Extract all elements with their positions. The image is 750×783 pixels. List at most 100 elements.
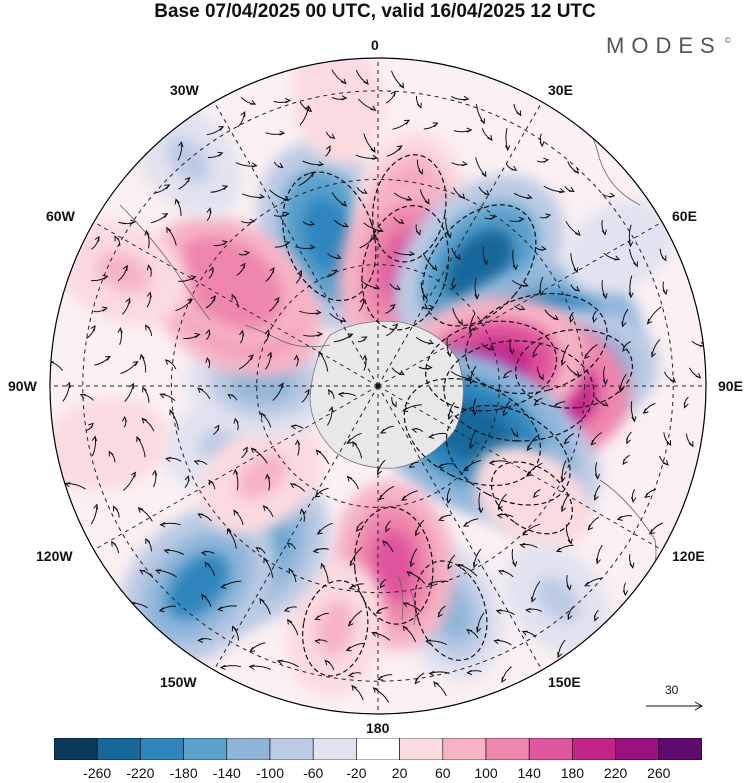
wind-vector-head (631, 496, 637, 503)
antarctica-coastline (309, 320, 464, 469)
wind-vector-head (509, 348, 515, 355)
colorbar-tick-label: -140 (212, 765, 241, 781)
wind-vector-head (602, 401, 609, 407)
wind-vector-head (462, 521, 469, 527)
wind-vector-head (398, 82, 405, 89)
wind-vector-head (559, 188, 566, 194)
wind-vector-head (614, 255, 621, 261)
wind-vector-head (573, 267, 579, 274)
wind-vector-head (622, 590, 629, 597)
height-contour (353, 506, 434, 625)
height-contour (414, 560, 488, 661)
colorbar-swatch (658, 738, 702, 760)
wind-vector-head (372, 687, 379, 693)
wind-vector-head (402, 407, 409, 412)
wind-vector-head (121, 415, 128, 422)
wind-vector-head (422, 293, 428, 300)
wind-vector-head (317, 331, 324, 337)
wind-vector-head (427, 339, 434, 345)
wind-vector-head (526, 445, 532, 452)
colorbar-tick-label: 100 (474, 765, 498, 781)
wind-vector-head (108, 450, 114, 457)
wind-vector-head (259, 597, 265, 604)
wind-vector-head (540, 245, 547, 251)
wind-vector-head (220, 583, 227, 589)
height-contour (425, 320, 558, 412)
wind-vector-head (222, 185, 229, 191)
wind-vector-head (274, 296, 280, 303)
colorbar-tick-label: 20 (391, 765, 408, 781)
wind-vector-head (346, 475, 353, 482)
wind-vector-head (356, 526, 362, 533)
wind-vector-head (401, 495, 408, 501)
wind-vector-head (304, 105, 310, 112)
wind-vector-head (267, 351, 272, 358)
lon-label-120e: 120E (672, 548, 705, 564)
wind-vector-head (626, 438, 631, 445)
wind-vector-head (472, 562, 478, 569)
wind-scale-label: 30 (665, 683, 679, 697)
wind-vector-head (276, 659, 283, 665)
wind-vector-head (642, 408, 649, 414)
wind-vector-head (294, 439, 301, 446)
wind-vector-head (609, 192, 616, 198)
wind-vector-head (563, 438, 570, 445)
wind-vector-head (347, 672, 354, 678)
wind-vector-head (90, 325, 96, 331)
wind-vector-head (361, 188, 368, 194)
lon-label-90e: 90E (718, 378, 743, 394)
colorbar-tick-label: 260 (647, 765, 671, 781)
wind-vector-head (518, 216, 525, 223)
wind-vector-head (695, 372, 702, 379)
colorbar-swatch (226, 738, 271, 760)
wind-vector-head (644, 492, 651, 498)
wind-vector-head (472, 410, 478, 417)
wind-vector-head (459, 193, 466, 200)
wind-vector-head (141, 417, 148, 424)
wind-vector-head (178, 140, 184, 148)
wind-vector-head (539, 141, 545, 148)
wind-vector-head (377, 675, 384, 681)
wind-vector-head (331, 269, 338, 275)
colorbar-swatch (183, 738, 228, 760)
wind-vector-head (519, 542, 526, 549)
wind-vector-head (93, 503, 99, 510)
wind-vector-head (269, 266, 275, 274)
wind-vector-head (501, 676, 507, 683)
wind-vector-head (389, 303, 396, 310)
colorbar-swatch (356, 738, 400, 760)
wind-vector-head (521, 530, 528, 536)
wind-vector-head (573, 286, 580, 292)
wind-vector-head (166, 226, 172, 233)
brand-logo: MODES (606, 33, 722, 58)
wind-vector-head (457, 319, 463, 326)
wind-vector-head (402, 602, 409, 608)
wind-vector-head (468, 326, 474, 333)
wind-vector-head (210, 295, 217, 302)
wind-vector-head (91, 435, 98, 442)
wind-vector-head (184, 176, 191, 183)
wind-vector-head (432, 122, 439, 128)
wind-vector-head (114, 235, 120, 242)
wind-vector-head (480, 118, 485, 125)
wind-vector-head (426, 364, 433, 370)
wind-vector-head (525, 607, 531, 614)
colorbar-tick-label: 180 (560, 765, 585, 781)
wind-vector-head (283, 211, 290, 217)
wind-vector-head (481, 171, 487, 178)
wind-vector-head (391, 401, 397, 408)
wind-vector-head (511, 561, 518, 568)
wind-vector-head (519, 305, 526, 311)
meridian-line (377, 385, 663, 551)
wind-vector-head (370, 105, 377, 111)
wind-vector-head (248, 354, 254, 360)
wind-vector-head (372, 154, 379, 160)
wind-vector-head (122, 264, 128, 271)
wind-vector-head (64, 482, 71, 488)
wind-vector-head (573, 168, 580, 174)
antarctic-peninsula (244, 324, 331, 348)
wind-vector-head (628, 241, 634, 248)
colorbar-swatch (54, 738, 98, 760)
colorbar-tick-label: 60 (435, 765, 451, 781)
wind-vector-head (293, 354, 300, 361)
